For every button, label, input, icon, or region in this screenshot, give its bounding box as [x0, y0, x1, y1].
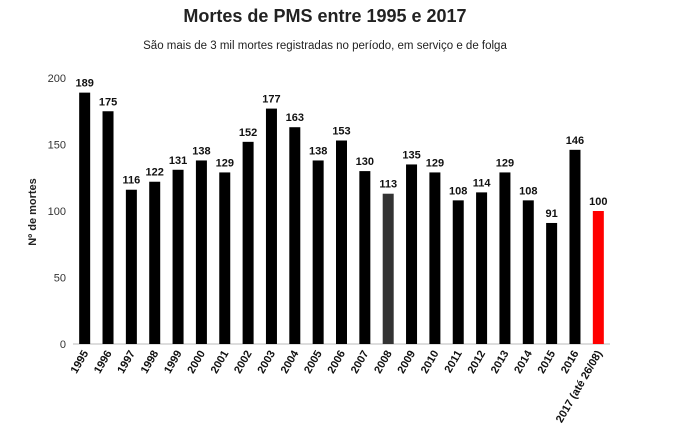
bar-value-label: 138: [309, 145, 327, 157]
bar-value-label: 152: [239, 127, 257, 139]
x-tick-label: 2000: [185, 349, 208, 376]
bar-value-label: 131: [169, 155, 187, 167]
bar: [592, 211, 604, 344]
x-tick-label: 2011: [443, 349, 465, 376]
bar-value-label: 108: [449, 185, 467, 197]
x-tick-label: 2004: [279, 348, 302, 376]
bar-value-label: 116: [122, 175, 140, 187]
bar-value-label: 129: [216, 157, 234, 169]
bar-value-label: 122: [146, 167, 164, 179]
bar: [172, 169, 184, 344]
x-tick-label: 1995: [69, 349, 92, 376]
bar: [312, 160, 324, 344]
bar: [149, 181, 161, 344]
y-tick-label: 100: [48, 206, 66, 218]
x-tick-label: 2013: [489, 349, 512, 376]
y-tick-label: 150: [48, 140, 66, 152]
bar: [79, 92, 91, 344]
bar-value-label: 175: [99, 96, 117, 108]
x-tick-label: 2007: [349, 349, 372, 376]
x-tick-label: 2009: [396, 349, 419, 376]
bar: [125, 189, 137, 344]
x-tick-label: 2012: [466, 349, 489, 376]
chart-subtitle: São mais de 3 mil mortes registradas no …: [143, 40, 507, 52]
bar-value-label: 113: [379, 179, 397, 191]
bars: [79, 92, 604, 345]
x-tick-label: 2016: [559, 349, 582, 376]
bar: [242, 141, 254, 344]
bar-value-label: 163: [286, 112, 304, 124]
x-tick-label: 1999: [162, 349, 185, 376]
bar: [102, 111, 114, 344]
x-tick-label: 2002: [232, 349, 255, 376]
bar-value-label: 91: [546, 208, 558, 220]
x-tick-label: 2005: [302, 349, 325, 376]
bar-value-label: 189: [75, 78, 93, 90]
x-tick-label: 1997: [115, 349, 138, 376]
bar: [289, 127, 301, 345]
bar-value-label: 114: [473, 177, 492, 189]
x-tick-label: 1998: [139, 349, 162, 376]
bar-value-label: 153: [332, 126, 350, 138]
bar-value-label: 177: [262, 94, 280, 106]
bar: [219, 172, 231, 344]
chart-title: Mortes de PMS entre 1995 e 2017: [183, 6, 467, 26]
bar-value-label: 108: [519, 185, 537, 197]
bar: [452, 200, 464, 344]
bar-value-label: 100: [589, 196, 607, 208]
x-tick-labels: 1995 1996 1997 1998 1999 2000 2001 2002 2003 2004…: [69, 348, 605, 425]
y-axis-label: Nº de mortes: [27, 178, 39, 246]
x-tick-label: 2006: [325, 349, 348, 376]
bar-value-label: 138: [192, 145, 210, 157]
bar: [382, 193, 394, 344]
x-tick-label: 2014: [512, 348, 535, 376]
bar: [569, 149, 581, 344]
x-tick-label: 1996: [92, 349, 115, 376]
bar: [546, 222, 558, 344]
bar-value-label: 130: [356, 156, 374, 168]
bar-value-label: 146: [566, 135, 584, 147]
bar: [336, 140, 347, 344]
x-tick-label: 2015: [536, 349, 559, 376]
x-tick-label: 2001: [209, 349, 232, 376]
bar: [499, 172, 511, 344]
y-tick-label: 200: [48, 73, 66, 85]
bar: [522, 200, 534, 344]
x-tick-label: 2010: [419, 349, 442, 376]
bar-value-label: 135: [402, 149, 420, 161]
bar: [265, 108, 277, 344]
x-tick-label: 2008: [372, 349, 395, 376]
bar-value-label: 129: [496, 157, 514, 169]
y-tick-label: 50: [54, 273, 66, 285]
bar-value-label: 129: [426, 157, 444, 169]
x-tick-label: 2017 (até 26/08): [554, 348, 605, 425]
bar: [195, 160, 207, 344]
x-tick-label: 2003: [255, 349, 278, 376]
bar: [359, 171, 371, 344]
bar: [406, 164, 418, 344]
bar: [476, 192, 488, 344]
y-tick-label: 0: [60, 339, 66, 351]
bar: [429, 172, 441, 344]
value-labels: 189 175 116 122 131 138 129 152 177 163 138 153 130 1…: [75, 78, 607, 220]
